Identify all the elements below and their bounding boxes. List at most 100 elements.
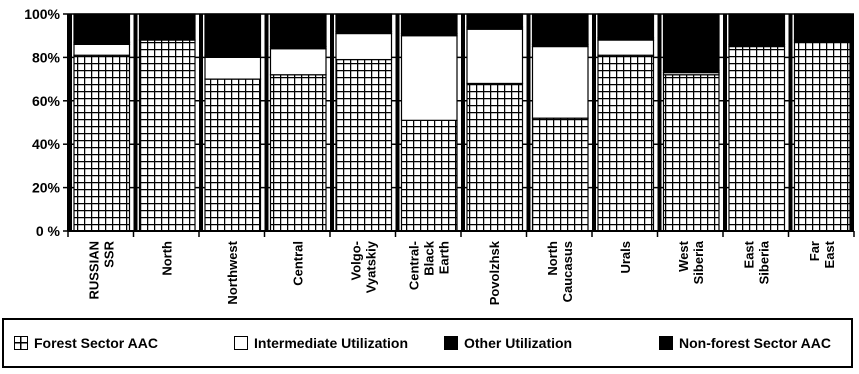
bars bbox=[73, 13, 851, 232]
y-tick-label: 60% bbox=[32, 93, 61, 109]
legend: Forest Sector AAC Intermediate Utilizati… bbox=[2, 318, 853, 368]
bar-segment-2 bbox=[400, 35, 458, 121]
legend-label: Other Utilization bbox=[464, 335, 573, 351]
x-tick-label-line: West bbox=[676, 240, 691, 271]
bar-segment-2 bbox=[73, 43, 131, 56]
x-tick-label: North bbox=[159, 241, 174, 276]
legend-item-intermediate-utilization: Intermediate Utilization bbox=[234, 335, 408, 351]
x-tick-label-line: Volgo- bbox=[348, 241, 363, 280]
bar-segment-1 bbox=[204, 78, 262, 232]
x-tick-label: Urals bbox=[618, 241, 633, 274]
bar-segment-4 bbox=[335, 13, 393, 32]
x-tick-label-line: Central bbox=[290, 241, 305, 286]
legend-label: Intermediate Utilization bbox=[254, 335, 409, 351]
separator-band bbox=[133, 14, 138, 231]
x-tick-label: Far East bbox=[807, 240, 837, 268]
bar-segment-1 bbox=[400, 119, 458, 232]
bar-segment-4 bbox=[73, 13, 131, 43]
stacked-bar-chart: 0 %20%40%60%80%100% RUSSIAN SSR North North… bbox=[24, 6, 855, 305]
bar-segment-4 bbox=[728, 13, 786, 45]
x-tick-label: Northwest bbox=[225, 240, 240, 304]
bar-segment-1 bbox=[73, 54, 131, 232]
separator-band bbox=[199, 14, 203, 231]
bar-segment-4 bbox=[466, 13, 524, 28]
black-swatch bbox=[659, 336, 673, 350]
x-tick-label: Povolzhsk bbox=[487, 240, 502, 305]
x-tick-label: North Caucasus bbox=[545, 241, 575, 302]
separator-band bbox=[330, 14, 334, 231]
separator-band bbox=[264, 14, 269, 231]
bar-segment-2 bbox=[269, 48, 327, 76]
bar-segment-1 bbox=[597, 54, 655, 232]
y-tick-label: 40% bbox=[32, 136, 61, 152]
legend-item-non-forest-sector: Non-forest Sector AAC bbox=[659, 335, 831, 351]
bar-segment-1 bbox=[466, 82, 524, 232]
x-tick-label-line: East bbox=[822, 240, 837, 268]
x-tick-label-line: Urals bbox=[618, 241, 633, 274]
x-tick-label-line: Northwest bbox=[225, 240, 240, 304]
bar-segment-4 bbox=[400, 13, 458, 35]
separator-band bbox=[461, 14, 465, 231]
separator-band bbox=[68, 14, 72, 231]
y-tick-label: 100% bbox=[24, 6, 60, 22]
bar-segment-2 bbox=[466, 28, 524, 85]
legend-item-forest-sector: Forest Sector AAC bbox=[14, 335, 158, 351]
bar-segment-2 bbox=[204, 56, 262, 80]
x-tick-label-line: North bbox=[159, 241, 174, 276]
x-tick-label-line: Siberia bbox=[756, 240, 771, 284]
bar-segment-4 bbox=[204, 13, 262, 56]
separator-band bbox=[788, 14, 793, 231]
separator-band bbox=[592, 14, 596, 231]
x-tick-label-line: Siberia bbox=[691, 240, 706, 284]
separator-band bbox=[395, 14, 400, 231]
bar-segment-1 bbox=[793, 41, 851, 232]
x-tick-label-line: East bbox=[741, 240, 756, 268]
x-tick-label-line: RUSSIAN bbox=[86, 241, 101, 300]
y-tick-label: 80% bbox=[32, 49, 61, 65]
x-tick-label-line: SSR bbox=[101, 240, 116, 267]
y-tick-label: 20% bbox=[32, 180, 61, 196]
x-tick-label: West Siberia bbox=[676, 240, 706, 284]
x-tick-label: RUSSIAN SSR bbox=[86, 240, 116, 299]
bar-segment-4 bbox=[662, 13, 720, 72]
bar-segment-1 bbox=[662, 74, 720, 232]
x-tick-label-line: Earth bbox=[436, 241, 451, 274]
bar-segment-1 bbox=[531, 117, 589, 232]
x-tick-label-line: Far bbox=[807, 241, 822, 261]
bar-segment-1 bbox=[269, 74, 327, 232]
white-swatch bbox=[234, 336, 248, 350]
bar-segment-2 bbox=[531, 45, 589, 119]
bar-segment-4 bbox=[138, 13, 196, 41]
y-tick-label: 0 % bbox=[36, 223, 61, 239]
grid-pattern-swatch bbox=[14, 336, 28, 350]
legend-label: Forest Sector AAC bbox=[34, 335, 158, 351]
bar-segment-1 bbox=[335, 58, 393, 232]
bar-segment-4 bbox=[531, 13, 589, 45]
bar-segment-4 bbox=[269, 13, 327, 48]
x-tick-label: Central- Black Earth bbox=[406, 240, 451, 290]
x-tick-label: Central bbox=[290, 241, 305, 286]
bar-segment-1 bbox=[728, 45, 786, 232]
bar-segment-4 bbox=[597, 13, 655, 39]
black-swatch bbox=[444, 336, 458, 350]
x-tick-label-line: Central- bbox=[406, 241, 421, 290]
x-tick-label: East Siberia bbox=[741, 240, 771, 284]
bar-segment-2 bbox=[335, 32, 393, 61]
separator-band bbox=[723, 14, 727, 231]
legend-label: Non-forest Sector AAC bbox=[679, 335, 831, 351]
separator-band bbox=[850, 14, 854, 231]
legend-item-other-utilization: Other Utilization bbox=[444, 335, 572, 351]
separator-band bbox=[657, 14, 662, 231]
x-tick-label-line: Povolzhsk bbox=[487, 240, 502, 305]
bar-segment-1 bbox=[138, 39, 196, 232]
x-tick-label-line: Vyatskiy bbox=[363, 240, 378, 293]
separator-band bbox=[526, 14, 531, 231]
y-axis: 0 % 20% 40% 60% 80% 100% bbox=[24, 6, 69, 239]
x-tick-label-line: Caucasus bbox=[560, 241, 575, 302]
bar-segment-4 bbox=[793, 13, 851, 41]
bar-segment-2 bbox=[597, 39, 655, 56]
x-tick-label-line: North bbox=[545, 241, 560, 276]
x-axis-labels: RUSSIAN SSR North Northwest Central Volgo- Vya… bbox=[67, 230, 855, 305]
x-tick-label: Volgo- Vyatskiy bbox=[348, 240, 378, 293]
x-tick-label-line: Black bbox=[421, 240, 436, 275]
